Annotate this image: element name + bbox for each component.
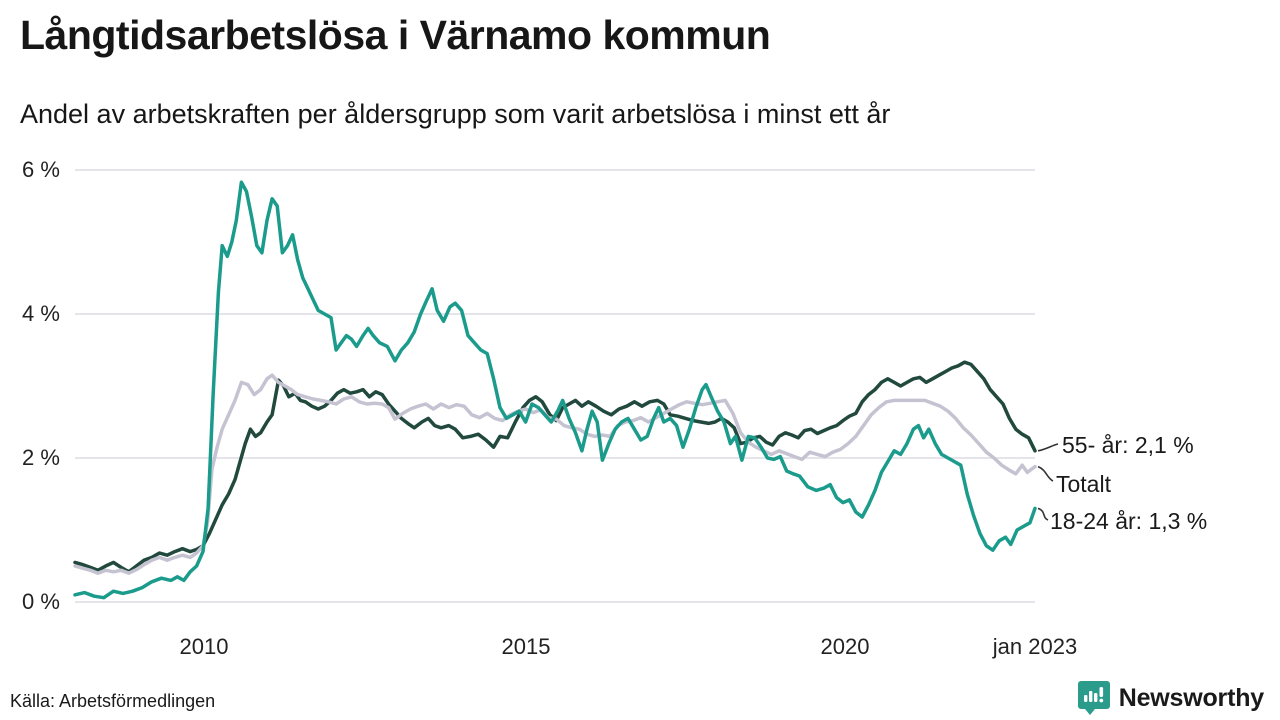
chart-subtitle: Andel av arbetskraften per åldersgrupp s… (20, 99, 891, 129)
series-line-18-24-r (73, 180, 1037, 600)
x-axis-tick-2010: 2010 (179, 634, 229, 659)
newsworthy-logo-icon (1077, 680, 1111, 716)
series-end-label-totalt: Totalt (1056, 471, 1111, 497)
series-end-label-18-24-ar: 18-24 år: 1,3 % (1050, 508, 1208, 534)
y-axis-tick-4: 4 % (22, 301, 60, 326)
source-attribution: Källa: Arbetsförmedlingen (10, 691, 216, 711)
series-line-totalt (73, 373, 1037, 575)
x-axis-tick-2020: 2020 (820, 634, 870, 659)
chart-title: Långtidsarbetslösa i Värnamo kommun (20, 12, 771, 58)
series-line-55-r (73, 360, 1037, 574)
leader-line-55-r (1037, 443, 1059, 452)
leader-line-18-24-r (1037, 507, 1049, 521)
y-axis-tick-0: 0 % (22, 589, 60, 614)
y-axis-tick-6: 6 % (22, 157, 60, 182)
x-axis-tick-2015: 2015 (501, 634, 551, 659)
x-axis-tick-jan-2023: jan 2023 (992, 634, 1078, 659)
series-end-label-55-ar: 55- år: 2,1 % (1062, 432, 1194, 458)
newsworthy-logo[interactable]: Newsworthy (1077, 680, 1264, 716)
y-axis-tick-2: 2 % (22, 445, 60, 470)
leader-line-totalt (1037, 465, 1054, 482)
newsworthy-logo-text: Newsworthy (1118, 683, 1264, 712)
